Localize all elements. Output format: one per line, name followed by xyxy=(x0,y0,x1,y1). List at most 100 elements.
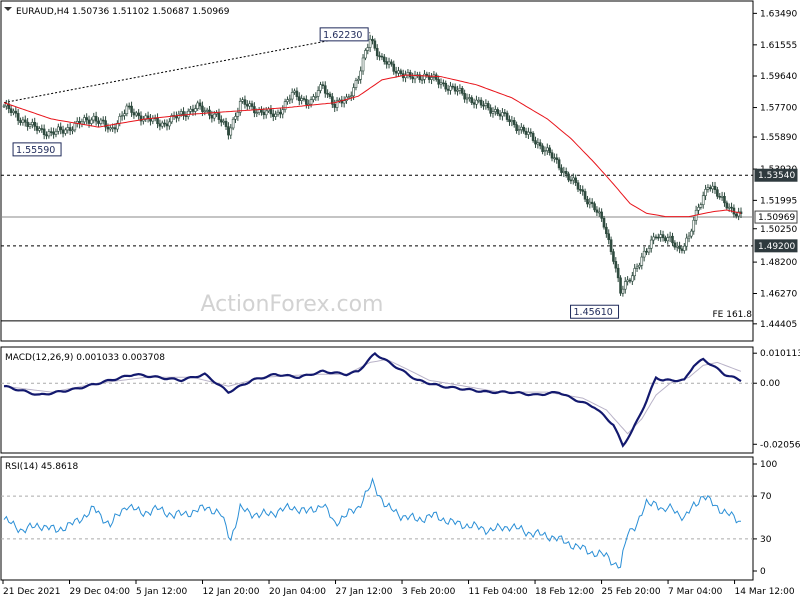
x-tick-label: 14 Mar 12:00 xyxy=(735,587,795,597)
candle-body xyxy=(590,201,594,205)
candle-body xyxy=(503,112,507,114)
level-price-label: 1.49200 xyxy=(758,242,795,252)
candle-body xyxy=(312,96,315,100)
candle-body xyxy=(156,117,159,125)
candle-body xyxy=(271,113,275,117)
moving-average-line xyxy=(3,74,742,218)
candle-body xyxy=(125,105,129,115)
candle-body xyxy=(323,85,327,94)
candle-body xyxy=(470,97,474,103)
price-y-tick-label: 1.59640 xyxy=(760,72,797,82)
candle-body xyxy=(418,74,422,80)
candle-body xyxy=(605,226,608,235)
candle-body xyxy=(560,167,563,173)
candle-body xyxy=(628,279,632,282)
candle-body xyxy=(168,121,171,127)
candle-body xyxy=(623,281,627,290)
candle-body xyxy=(683,245,686,251)
candle-body xyxy=(633,268,637,277)
candle-body xyxy=(305,99,308,105)
candle-body xyxy=(85,117,88,121)
candle-body xyxy=(21,119,25,123)
candle-body xyxy=(366,47,370,51)
price-panel-frame xyxy=(0,0,754,342)
candle-body xyxy=(163,122,166,125)
candle-body xyxy=(262,111,266,116)
candle-body xyxy=(92,115,96,121)
candle-body xyxy=(510,120,514,123)
candle-body xyxy=(205,109,209,112)
candle-body xyxy=(579,188,582,191)
candle-body xyxy=(687,235,691,239)
candle-body xyxy=(491,111,495,114)
candle-body xyxy=(302,98,306,100)
candle-body xyxy=(564,171,568,175)
candle-body xyxy=(524,130,528,135)
candle-body xyxy=(236,111,240,117)
candle-body xyxy=(725,202,729,209)
candle-body xyxy=(734,213,738,217)
candle-body xyxy=(165,123,169,127)
candle-body xyxy=(184,115,188,117)
candle-body xyxy=(600,211,603,219)
candle-body xyxy=(477,99,481,102)
candle-body xyxy=(222,120,225,123)
candle-body xyxy=(548,147,551,153)
candle-body xyxy=(354,80,358,88)
candle-body xyxy=(678,245,681,250)
candle-body xyxy=(26,121,29,127)
candle-body xyxy=(71,129,74,132)
candle-body xyxy=(23,119,27,123)
level-price-label: 1.53540 xyxy=(758,171,795,181)
candle-body xyxy=(255,112,259,114)
candle-body xyxy=(113,127,117,130)
candle-body xyxy=(12,110,15,113)
candle-body xyxy=(90,119,93,124)
macd-y-tick-label: 0.010113 xyxy=(760,349,800,359)
candle-body xyxy=(399,70,403,74)
candle-body xyxy=(378,55,381,58)
candle-body xyxy=(357,78,360,81)
level-price-label: 1.50969 xyxy=(758,213,795,223)
candle-body xyxy=(505,112,509,120)
candle-body xyxy=(106,126,110,130)
candle-body xyxy=(550,152,554,159)
candle-body xyxy=(449,85,452,91)
rsi-panel-title: RSI(14) 45.8618 xyxy=(5,462,78,472)
candle-body xyxy=(529,131,533,134)
candle-body xyxy=(340,99,344,104)
candle-body xyxy=(675,245,679,248)
candle-body xyxy=(609,239,613,252)
candle-body xyxy=(423,73,426,80)
candle-body xyxy=(321,84,325,86)
candle-body xyxy=(31,121,34,126)
price-annotation-label: 1.62230 xyxy=(323,30,362,41)
price-y-tick-label: 1.48200 xyxy=(760,258,797,268)
candle-body xyxy=(437,79,440,85)
candle-body xyxy=(316,90,320,97)
candle-body xyxy=(635,266,639,269)
candle-body xyxy=(619,277,622,294)
candle-body xyxy=(196,102,199,109)
candle-body xyxy=(182,111,185,116)
candle-body xyxy=(309,99,313,105)
candle-body xyxy=(68,127,72,131)
candle-body xyxy=(706,187,710,190)
candle-body xyxy=(614,261,618,269)
candle-body xyxy=(515,124,518,132)
candle-body xyxy=(335,100,339,108)
candle-body xyxy=(203,110,207,113)
candle-body xyxy=(390,61,393,65)
candle-body xyxy=(508,119,511,123)
candle-body xyxy=(647,247,651,253)
candle-body xyxy=(158,123,162,127)
candle-body xyxy=(194,108,197,112)
candle-body xyxy=(697,207,700,211)
candle-body xyxy=(283,101,287,110)
candle-body xyxy=(290,92,294,100)
price-annotation-box xyxy=(570,304,620,319)
candle-body xyxy=(555,157,559,161)
candle-body xyxy=(597,211,601,214)
